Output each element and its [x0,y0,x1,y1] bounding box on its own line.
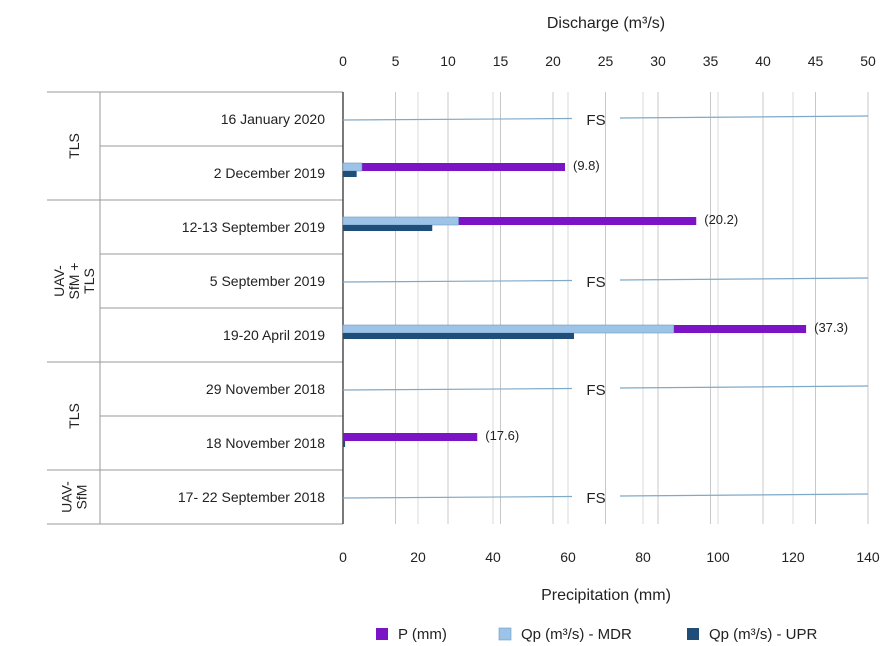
top-tick-label: 5 [392,53,400,69]
group-label: TLS [66,133,82,159]
row-label: 16 January 2020 [221,111,326,127]
top-axis-title: Discharge (m³/s) [547,15,665,32]
row-label: 17- 22 September 2018 [178,489,325,505]
row-separators [47,91,343,525]
fs-label: FS [586,382,605,399]
group-label: UAV-SfM +TLS [51,263,97,300]
top-tick-label: 10 [440,53,456,69]
row-label: 29 November 2018 [206,381,325,397]
data-label: (37.3) [814,320,848,335]
fs-line-right [619,277,869,281]
bottom-tick-label: 100 [706,549,730,565]
bars [342,162,807,447]
bar-mdr [342,324,675,334]
bar-mdr [342,162,363,172]
legend-label: Qp (m³/s) - UPR [709,626,817,643]
top-tick-label: 25 [598,53,614,69]
bottom-tick-label: 80 [635,549,651,565]
labels: 0 5 10 15 20 25 30 35 40 45 50 Discharge (m³/s) 0 20 4… [51,15,880,604]
top-tick-label: 35 [703,53,719,69]
group-label-line: TLS [66,133,82,159]
fs-line-left [342,117,573,121]
fs-label: FS [586,274,605,291]
fs-label: FS [586,112,605,129]
top-tick-label: 40 [755,53,771,69]
data-label: (17.6) [485,428,519,443]
group-label-line: TLS [66,403,82,429]
legend-swatch [376,628,388,640]
legend: P (mm) Qp (m³/s) - MDR Qp (m³/s) - UPR [376,626,817,643]
bar-p [343,217,697,225]
top-tick-label: 30 [650,53,666,69]
group-label-line: TLS [81,268,97,294]
legend-label: Qp (m³/s) - MDR [521,626,632,643]
group-label-line: SfM [74,485,90,510]
bottom-axis-title: Precipitation (mm) [541,587,671,604]
fs-lines [342,115,869,499]
fs-line-left [342,495,573,499]
bar-upr [343,441,346,447]
bottom-tick-label: 0 [339,549,347,565]
top-tick-label: 50 [860,53,876,69]
bar-upr [343,225,433,231]
row-label: 18 November 2018 [206,435,325,451]
fs-line-right [619,493,869,497]
top-tick-label: 20 [545,53,561,69]
bottom-tick-label: 20 [410,549,426,565]
bottom-tick-label: 40 [485,549,501,565]
group-label: TLS [66,403,82,429]
group-label-line: UAV- [51,265,67,297]
legend-swatch [687,628,699,640]
bottom-tick-label: 60 [560,549,576,565]
group-label-line: UAV- [59,481,75,513]
row-label: 2 December 2019 [214,165,326,181]
bar-p [343,163,565,171]
row-label: 12-13 September 2019 [182,219,325,235]
gridlines [395,92,869,524]
top-tick-label: 45 [808,53,824,69]
group-label-line: SfM + [66,263,82,300]
group-label: UAV-SfM [59,481,90,513]
bar-upr [343,171,357,177]
bottom-tick-label: 140 [856,549,880,565]
bar-p [343,433,478,441]
legend-label: P (mm) [398,626,447,643]
fs-line-left [342,279,573,283]
row-label: 5 September 2019 [210,273,325,289]
fs-label: FS [586,490,605,507]
top-tick-label: 0 [339,53,347,69]
legend-swatch [498,627,512,641]
bar-mdr [342,216,459,226]
bar-upr [343,333,574,339]
bottom-tick-label: 120 [781,549,805,565]
top-tick-label: 15 [493,53,509,69]
data-label: (9.8) [573,158,600,173]
fs-line-right [619,115,869,119]
row-label: 19-20 April 2019 [223,327,325,343]
fs-line-left [342,387,573,391]
fs-line-right [619,385,869,389]
data-label: (20.2) [704,212,738,227]
